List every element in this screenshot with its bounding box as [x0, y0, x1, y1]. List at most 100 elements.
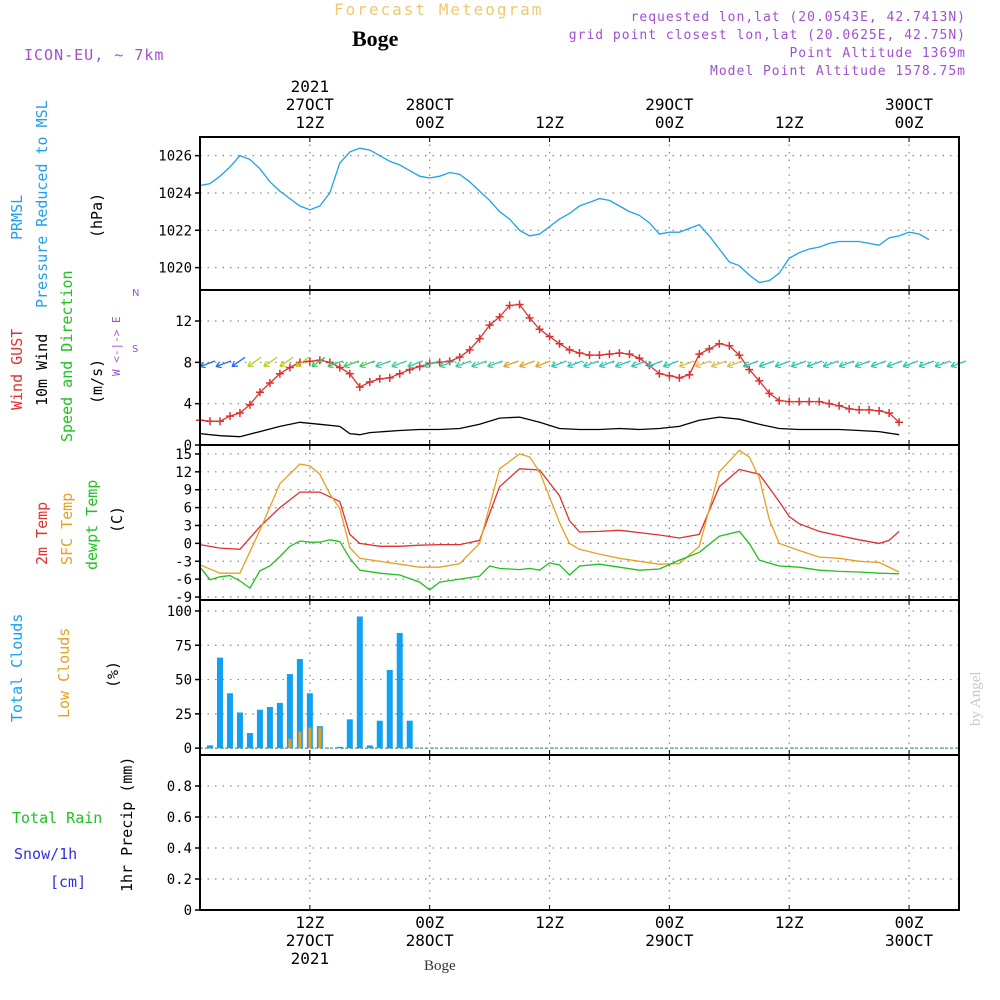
gust-marker [815, 397, 824, 406]
time-label-top: 28OCT [406, 95, 455, 114]
wind-arrow-head [838, 361, 846, 369]
y-tick-label: -9 [175, 590, 192, 606]
wind-arrow-shaft [311, 356, 326, 367]
wind-arrow [934, 360, 951, 369]
y-tick-label: 3 [184, 518, 192, 534]
gust-marker [495, 312, 504, 321]
y-tick-label: -3 [175, 554, 192, 570]
wind-arrow-head [263, 360, 270, 368]
gust-marker [605, 350, 614, 359]
wind-arrow-head [646, 361, 654, 369]
wind-arrow-head [343, 361, 350, 369]
series-sfc-temp [199, 449, 900, 574]
time-label-bottom: 28OCT [406, 931, 455, 950]
gust-marker [795, 397, 804, 406]
wind-arrow [822, 360, 839, 369]
wind-arrow-head [694, 361, 702, 369]
gust-marker [775, 396, 784, 405]
wind-arrow [758, 360, 775, 369]
gust-marker [855, 405, 864, 414]
y-tick-label: 4 [184, 397, 192, 413]
wind-arrow-shaft [918, 360, 935, 368]
wind-arrow [774, 360, 791, 369]
gust-marker [595, 351, 604, 360]
wind-arrow-head [886, 361, 893, 369]
gust-marker [805, 397, 814, 406]
point-altitude: Point Altitude 1369m [789, 46, 966, 61]
bar-total-clouds [406, 720, 413, 749]
wind-arrow-shaft [711, 360, 727, 368]
bar-total-clouds [386, 669, 393, 749]
time-label-top: 12Z [535, 113, 564, 132]
wind-arrow-shaft [215, 360, 232, 368]
time-label-bottom: 00Z [895, 913, 924, 932]
gust-marker [715, 339, 724, 348]
wind-arrow-shaft [631, 360, 647, 368]
gust-marker [365, 377, 374, 386]
wind-arrow [279, 356, 294, 368]
gust-marker [705, 344, 714, 353]
wind-arrow-shaft [455, 360, 471, 368]
wind-arrow-head [758, 361, 766, 369]
bar-total-clouds [216, 657, 223, 749]
wind-arrow-shaft [583, 360, 599, 368]
wind-arrow-shaft [615, 360, 631, 368]
wind-arrow-shaft [663, 360, 679, 368]
y-tick-label: 1024 [158, 186, 192, 202]
time-label-bottom: 00Z [415, 913, 444, 932]
wind-arrow-shaft [743, 360, 759, 368]
gust-marker [525, 313, 534, 322]
bar-total-clouds [246, 733, 253, 749]
panel-frame [199, 754, 960, 911]
wind-arrow [902, 360, 919, 369]
wind-arrow-shaft [231, 356, 246, 367]
wind-arrow-head [471, 361, 478, 369]
time-label-bottom: 12Z [775, 913, 804, 932]
wind-arrow [535, 360, 551, 369]
wind-arrow-head [455, 361, 462, 369]
y-tick-label: 100 [167, 604, 192, 620]
wind-arrow-head [902, 361, 909, 369]
wind-arrow-head [934, 361, 941, 369]
wind-arrow [199, 360, 216, 369]
gust-marker [685, 370, 694, 379]
wind-arrow [742, 360, 759, 369]
gust-marker [355, 383, 364, 392]
y-tick-label: 0 [184, 741, 192, 757]
wind-arrow-head [391, 361, 398, 369]
wind-arrow [407, 360, 423, 369]
wind-arrow-head [279, 360, 286, 368]
y-tick-label: 15 [175, 447, 192, 463]
gust-marker [515, 300, 524, 309]
snow-label: Snow/1h [14, 845, 78, 863]
wind-arrow-head [806, 361, 814, 369]
y-tick-label: 25 [175, 707, 192, 723]
wind-arrow-head [423, 361, 430, 369]
bar-total-clouds [276, 702, 283, 749]
time-label-top: 00Z [655, 113, 684, 132]
gust-marker [745, 365, 754, 374]
wind-arrow-head [519, 361, 526, 369]
bar-low-clouds [298, 731, 302, 749]
grid-point-coords: grid point closest lon,lat (20.0625E, 42… [568, 28, 966, 43]
gust-marker [765, 389, 774, 398]
wind-arrow-shaft [806, 360, 823, 368]
wind-arrow [519, 360, 535, 369]
wind-arrow [503, 360, 519, 369]
bar-total-clouds [366, 745, 373, 749]
wind-arrow-shaft [567, 360, 583, 368]
wind-arrow-shaft [343, 360, 360, 368]
wind-arrow-head [247, 360, 254, 368]
model-altitude: Model Point Altitude 1578.75m [710, 64, 966, 79]
time-label-bottom: 12Z [535, 913, 564, 932]
wind-arrow-head [503, 361, 510, 369]
gust-marker [535, 325, 544, 334]
bar-low-clouds [288, 738, 292, 749]
bar-total-clouds [346, 719, 353, 749]
gust-marker [205, 417, 214, 426]
wind-arrow-shaft [551, 360, 567, 368]
wind-arrow-shaft [695, 360, 711, 368]
wind-arrow [215, 360, 232, 369]
gust-marker [235, 408, 244, 417]
gust-marker [375, 374, 384, 383]
